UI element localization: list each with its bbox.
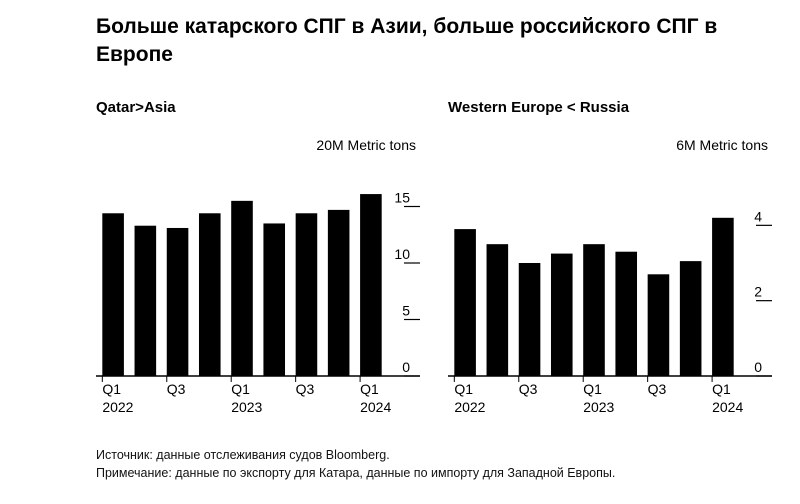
- bar: [583, 244, 605, 376]
- x-tick-label: Q1: [712, 381, 731, 397]
- chart-western-europe-russia: 6M Metric tons 0 2 4 Q1 2022 Q3 Q1 2023 Q3 Q1 2024: [448, 137, 772, 415]
- y-tick-label: 10: [394, 246, 410, 262]
- x-tick-label: Q3: [167, 381, 186, 397]
- data-note: Примечание: данные по экспорту для Катар…: [96, 466, 616, 480]
- source-note: Источник: данные отслеживания судов Bloo…: [96, 448, 390, 462]
- bar: [295, 213, 318, 376]
- bar: [486, 244, 509, 376]
- x-tick-label: Q1: [102, 381, 121, 397]
- bar: [360, 194, 382, 376]
- bar: [134, 225, 157, 376]
- y-tick-label: 15: [394, 190, 410, 206]
- bar: [647, 274, 670, 376]
- x-tick-label: Q1: [583, 381, 602, 397]
- unit-label: 6M Metric tons: [676, 137, 768, 153]
- x-tick-label: Q1: [231, 381, 250, 397]
- y-tick-label: 0: [402, 359, 410, 375]
- bar: [454, 229, 476, 376]
- chart-right-title: Western Europe < Russia: [448, 99, 630, 116]
- x-tick-label: Q3: [519, 381, 538, 397]
- x-tick-year-label: 2023: [583, 399, 614, 415]
- x-tick-label: Q1: [360, 381, 379, 397]
- page-title: Больше катарского СПГ в Азии, больше рос…: [96, 15, 718, 66]
- chart-qatar-asia: 20M Metric tons 0 5 10 15 Q1 2022 Q3 Q1 2023 Q3 Q1 2…: [96, 137, 420, 415]
- bar: [102, 213, 124, 376]
- bar: [615, 251, 638, 376]
- bar: [518, 263, 541, 376]
- x-tick-year-label: 2024: [360, 399, 391, 415]
- bar: [231, 200, 253, 376]
- x-tick-year-label: 2022: [102, 399, 133, 415]
- y-tick-label: 5: [402, 303, 410, 319]
- y-tick-label: 4: [754, 208, 762, 224]
- bar: [550, 253, 573, 376]
- x-tick-label: Q3: [296, 381, 315, 397]
- x-tick-year-label: 2024: [712, 399, 743, 415]
- bar: [198, 213, 221, 376]
- bar: [263, 223, 286, 376]
- y-tick-label: 0: [754, 359, 762, 375]
- bar: [712, 217, 734, 376]
- x-tick-year-label: 2023: [231, 399, 262, 415]
- chart-left-title: Qatar>Asia: [96, 99, 176, 116]
- unit-label: 20M Metric tons: [316, 137, 416, 153]
- x-tick-label: Q3: [648, 381, 667, 397]
- bar: [327, 209, 350, 376]
- x-tick-year-label: 2022: [454, 399, 485, 415]
- bar: [166, 227, 189, 376]
- y-tick-label: 2: [754, 284, 762, 300]
- x-tick-label: Q1: [454, 381, 473, 397]
- bar: [679, 261, 702, 376]
- chart-footer: Источник: данные отслеживания судов Bloo…: [96, 446, 615, 482]
